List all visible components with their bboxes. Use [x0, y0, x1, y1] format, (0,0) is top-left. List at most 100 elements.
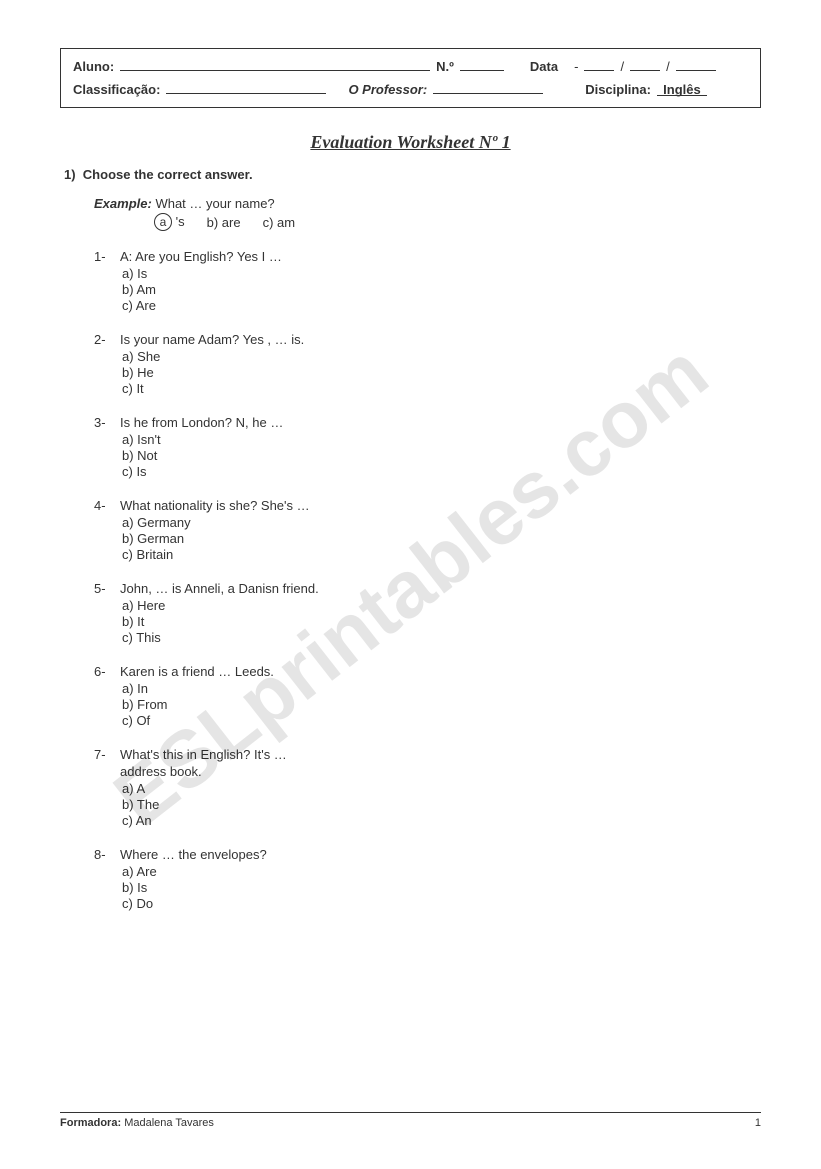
question-option[interactable]: b) It — [122, 614, 761, 629]
page: ESLprintables.com Aluno: N.º Data - / / … — [0, 0, 821, 1169]
data-month-blank[interactable] — [630, 57, 660, 71]
question-options: a) Isb) Amc) Are — [122, 266, 761, 313]
instruction-text: Choose the correct answer. — [83, 167, 253, 182]
classificacao-label: Classificação: — [73, 82, 160, 97]
question-option[interactable]: c) Britain — [122, 547, 761, 562]
question-option[interactable]: a) Isn't — [122, 432, 761, 447]
question-options: a) Germanyb) Germanc) Britain — [122, 515, 761, 562]
question: 6-Karen is a friend … Leeds. a) Inb) From… — [94, 664, 761, 729]
question-options: a) Areb) Isc) Do — [122, 864, 761, 911]
question-body: Is your name Adam? Yes , … is.a) Sheb) H… — [120, 332, 761, 397]
question: 8-Where … the envelopes? a) Areb) Isc) Do — [94, 847, 761, 912]
question-options: a) Inb) Fromc) Of — [122, 681, 761, 728]
question-number: 1- — [94, 249, 120, 314]
question-option[interactable]: c) Are — [122, 298, 761, 313]
question-option[interactable]: c) Is — [122, 464, 761, 479]
question-body: John, … is Anneli, a Danisn friend. a) He… — [120, 581, 761, 646]
question-prompt: What nationality is she? She's … — [120, 498, 761, 513]
question: 2-Is your name Adam? Yes , … is.a) Sheb)… — [94, 332, 761, 397]
question-option[interactable]: b) Not — [122, 448, 761, 463]
disciplina-label: Disciplina: — [585, 82, 651, 97]
example-options: a 's b) are c) am — [154, 213, 761, 231]
question: 4-What nationality is she? She's … a) Ger… — [94, 498, 761, 563]
question: 5-John, … is Anneli, a Danisn friend. a) … — [94, 581, 761, 646]
question-option[interactable]: a) Here — [122, 598, 761, 613]
footer-name: Madalena Tavares — [124, 1117, 214, 1129]
question-option[interactable]: a) In — [122, 681, 761, 696]
example-opt-a-text: 's — [176, 214, 185, 229]
question-option[interactable]: c) Of — [122, 713, 761, 728]
instruction-num: 1) — [64, 167, 76, 182]
question-body: Karen is a friend … Leeds. a) Inb) Fromc)… — [120, 664, 761, 729]
example-block: Example: What … your name? a 's b) are c… — [94, 196, 761, 231]
worksheet-title: Evaluation Worksheet Nº 1 — [60, 132, 761, 153]
question-option[interactable]: a) A — [122, 781, 761, 796]
aluno-label: Aluno: — [73, 59, 114, 74]
question-body: Where … the envelopes? a) Areb) Isc) Do — [120, 847, 761, 912]
question-options: a) Hereb) Itc) This — [122, 598, 761, 645]
question-option[interactable]: c) This — [122, 630, 761, 645]
question-option[interactable]: b) Am — [122, 282, 761, 297]
header-row-2: Classificação: O Professor: Disciplina: … — [73, 80, 748, 97]
question-option[interactable]: a) Are — [122, 864, 761, 879]
data-sep: - — [574, 59, 578, 74]
question-number: 6- — [94, 664, 120, 729]
question-prompt: Where … the envelopes? — [120, 847, 761, 862]
question-prompt: What's this in English? It's … — [120, 747, 761, 762]
question-option[interactable]: c) It — [122, 381, 761, 396]
question-options: a) Sheb) Hec) It — [122, 349, 761, 396]
numero-blank[interactable] — [460, 57, 504, 71]
question-prompt: John, … is Anneli, a Danisn friend. — [120, 581, 761, 596]
example-opt-b: b) are — [207, 215, 241, 230]
example-label: Example: — [94, 196, 152, 211]
example-opt-a: a 's — [154, 213, 185, 231]
header-box: Aluno: N.º Data - / / Classificação: O P… — [60, 48, 761, 108]
question-number: 7- — [94, 747, 120, 829]
question-body: What's this in English? It's … address bo… — [120, 747, 761, 829]
question-body: A: Are you English? Yes I … a) Isb) Amc) … — [120, 249, 761, 314]
question-number: 3- — [94, 415, 120, 480]
header-row-1: Aluno: N.º Data - / / — [73, 57, 748, 74]
example-text: What … your name? — [155, 196, 274, 211]
question-extra: address book. — [120, 764, 761, 779]
question-option[interactable]: b) From — [122, 697, 761, 712]
question-prompt: Karen is a friend … Leeds. — [120, 664, 761, 679]
data-slash-2: / — [666, 59, 670, 74]
data-label: Data — [530, 59, 558, 74]
data-day-blank[interactable] — [584, 57, 614, 71]
classificacao-blank[interactable] — [166, 80, 326, 94]
question-option[interactable]: c) An — [122, 813, 761, 828]
question: 3-Is he from London? N, he … a) Isn'tb) N… — [94, 415, 761, 480]
question-prompt: A: Are you English? Yes I … — [120, 249, 761, 264]
question-option[interactable]: b) The — [122, 797, 761, 812]
question-prompt: Is he from London? N, he … — [120, 415, 761, 430]
question-option[interactable]: a) Is — [122, 266, 761, 281]
question-options: a) Isn'tb) Notc) Is — [122, 432, 761, 479]
question-option[interactable]: c) Do — [122, 896, 761, 911]
disciplina-value: Inglês — [657, 82, 707, 96]
question-number: 2- — [94, 332, 120, 397]
question-option[interactable]: a) She — [122, 349, 761, 364]
question-option[interactable]: b) German — [122, 531, 761, 546]
instruction-line: 1) Choose the correct answer. — [64, 167, 761, 182]
numero-label: N.º — [436, 59, 454, 74]
aluno-blank[interactable] — [120, 57, 430, 71]
question-options: a) Ab) Thec) An — [122, 781, 761, 828]
question: 1-A: Are you English? Yes I … a) Isb) Amc… — [94, 249, 761, 314]
example-opt-c: c) am — [263, 215, 296, 230]
questions-list: 1-A: Are you English? Yes I …a) Isb) Amc… — [94, 249, 761, 912]
question-body: Is he from London? N, he … a) Isn'tb) Not… — [120, 415, 761, 480]
footer: Formadora: Madalena Tavares 1 — [60, 1112, 761, 1129]
question-number: 5- — [94, 581, 120, 646]
footer-label: Formadora: — [60, 1117, 121, 1129]
question-option[interactable]: b) Is — [122, 880, 761, 895]
question-number: 4- — [94, 498, 120, 563]
professor-blank[interactable] — [433, 80, 543, 94]
question-option[interactable]: b) He — [122, 365, 761, 380]
question-number: 8- — [94, 847, 120, 912]
professor-label: O Professor: — [348, 82, 427, 97]
question-body: What nationality is she? She's … a) Germa… — [120, 498, 761, 563]
data-year-blank[interactable] — [676, 57, 716, 71]
question-option[interactable]: a) Germany — [122, 515, 761, 530]
circled-answer: a — [154, 213, 172, 231]
